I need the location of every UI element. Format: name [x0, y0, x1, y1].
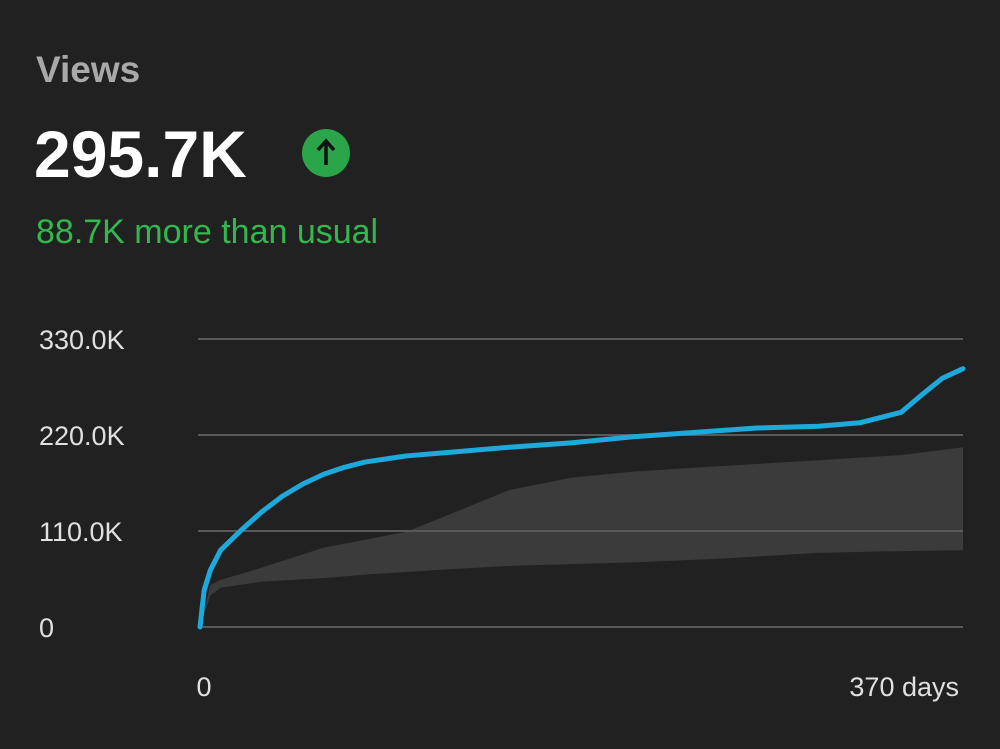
views-line: [197, 366, 966, 630]
metric-note: 88.7K more than usual: [36, 213, 378, 251]
x-tick-label: 0: [196, 672, 211, 702]
y-tick-label: 110.0K: [39, 517, 123, 547]
y-tick-label: 330.0K: [39, 325, 125, 355]
typical-range: [200, 447, 963, 627]
x-tick-label: 370 days: [849, 672, 959, 702]
y-tick-label: 220.0K: [39, 421, 125, 451]
trend-up-icon: [302, 129, 350, 177]
y-tick-label: 0: [39, 613, 54, 643]
metric-title: Views: [36, 49, 140, 90]
metric-value: 295.7K: [34, 117, 247, 191]
